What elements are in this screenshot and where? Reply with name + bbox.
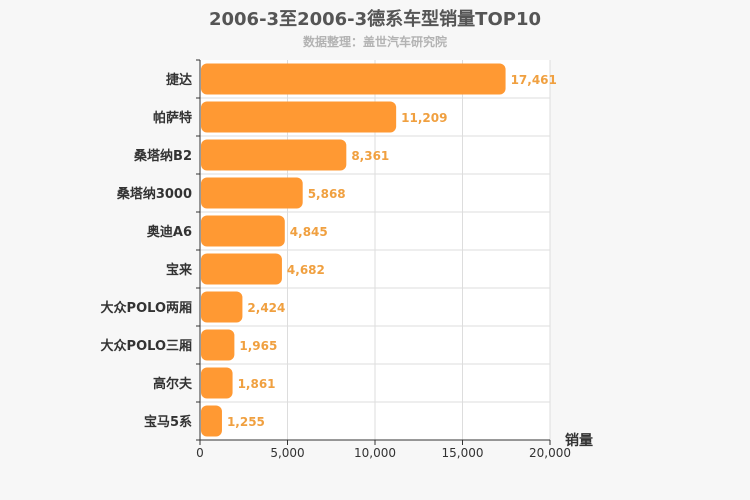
x-tick-label: 5,000	[270, 446, 304, 460]
category-label: 高尔夫	[153, 376, 193, 392]
bar	[201, 177, 303, 209]
category-label: 桑塔纳3000	[116, 186, 192, 202]
bar	[201, 291, 243, 323]
category-label: 桑塔纳B2	[133, 148, 192, 164]
data-label: 11,209	[401, 111, 447, 125]
x-tick-label: 15,000	[442, 446, 484, 460]
bar	[201, 329, 235, 361]
category-label: 捷达	[166, 72, 192, 88]
data-label: 1,965	[239, 339, 277, 353]
x-axis-title: 销量	[565, 432, 593, 449]
data-label: 2,424	[247, 301, 285, 315]
category-label: 宝来	[166, 262, 193, 278]
bar	[201, 215, 285, 247]
category-label: 宝马5系	[144, 414, 192, 430]
x-tick-label: 0	[196, 446, 204, 460]
data-label: 5,868	[308, 187, 346, 201]
bar	[201, 63, 506, 95]
category-label: 大众POLO三厢	[101, 338, 192, 354]
x-tick-label: 10,000	[354, 446, 396, 460]
data-label: 8,361	[351, 149, 389, 163]
category-label: 大众POLO两厢	[101, 300, 192, 316]
bar	[201, 253, 282, 285]
chart-title: 2006-3至2006-3德系车型销量TOP10	[208, 9, 541, 30]
data-label: 4,845	[290, 225, 328, 239]
bar	[201, 367, 233, 399]
x-tick-label: 20,000	[529, 446, 571, 460]
category-label: 帕萨特	[153, 110, 192, 126]
data-label: 4,682	[287, 263, 325, 277]
data-label: 1,255	[227, 415, 265, 429]
bar	[201, 139, 347, 171]
chart-subtitle: 数据整理：盖世汽车研究院	[302, 35, 447, 49]
data-label: 17,461	[511, 73, 557, 87]
category-label: 奥迪A6	[147, 224, 192, 240]
bar	[201, 101, 397, 133]
data-label: 1,861	[238, 377, 276, 391]
bar	[201, 405, 222, 437]
